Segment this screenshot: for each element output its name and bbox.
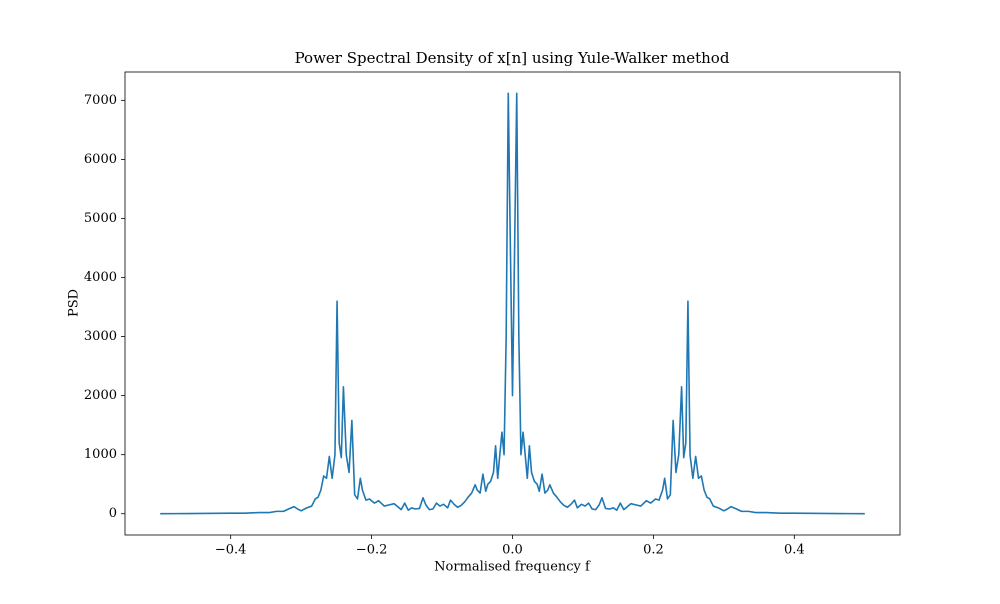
x-axis-label: Normalised frequency f (434, 560, 591, 575)
y-tick-label: 4000 (84, 270, 117, 285)
x-tick-label: 0.0 (502, 543, 523, 558)
y-tick-label: 2000 (84, 388, 117, 403)
chart-title: Power Spectral Density of x[n] using Yul… (295, 49, 730, 67)
x-tick-label: 0.2 (643, 543, 664, 558)
x-tick-label: −0.2 (356, 543, 388, 558)
y-tick-label: 1000 (84, 447, 117, 462)
y-tick-label: 7000 (84, 93, 117, 108)
y-axis-label: PSD (67, 289, 82, 317)
plot-frame (124, 71, 901, 536)
psd-line (160, 92, 865, 515)
y-tick-label: 0 (109, 506, 117, 521)
y-tick-label: 6000 (84, 152, 117, 167)
x-tick-label: −0.4 (215, 543, 247, 558)
x-tick-label: 0.4 (784, 543, 805, 558)
y-tick-label: 5000 (84, 211, 117, 226)
y-tick-label: 3000 (84, 329, 117, 344)
